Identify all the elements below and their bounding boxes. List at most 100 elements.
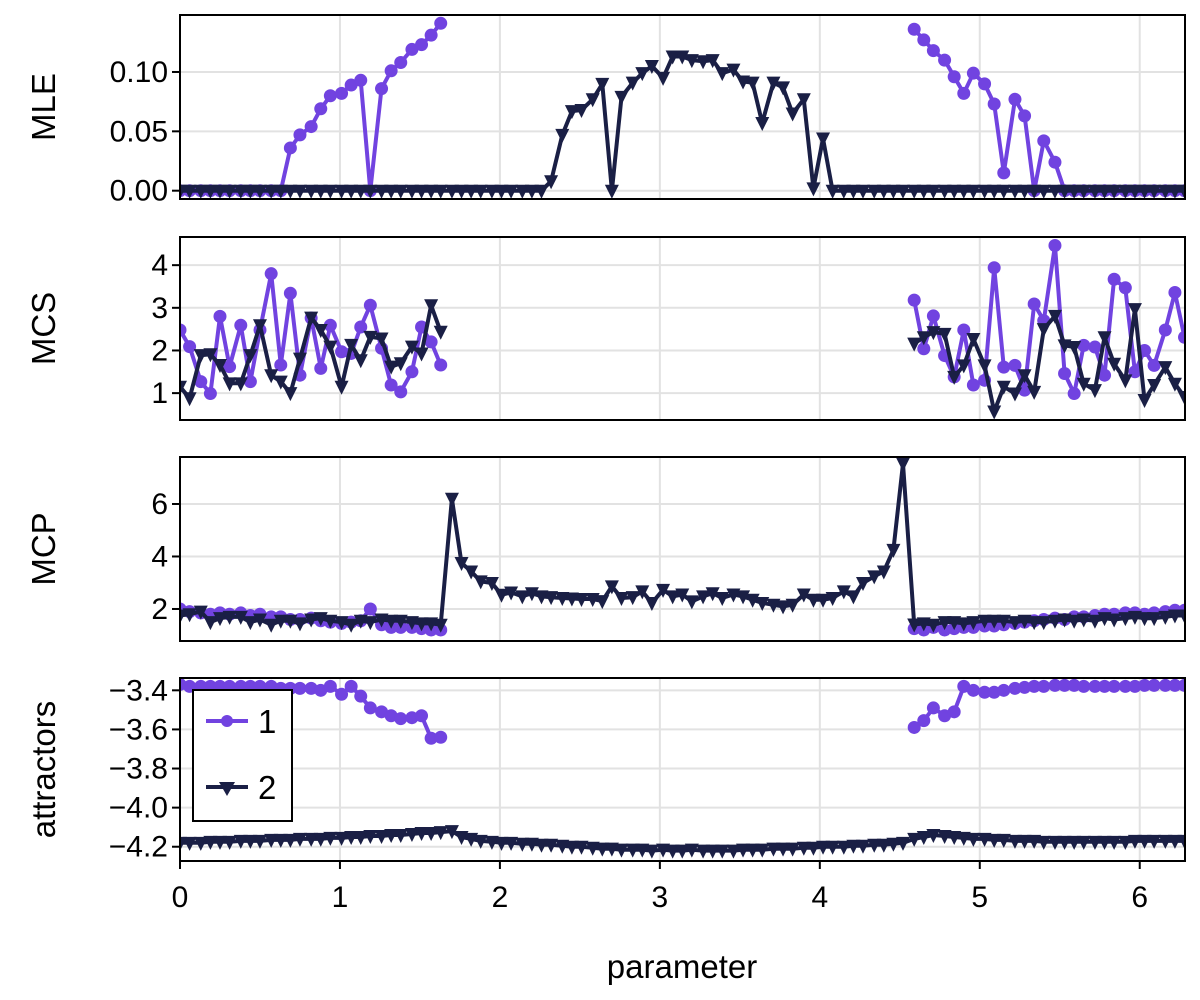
data-point-2 [1097, 835, 1112, 850]
data-point-2 [675, 588, 690, 603]
plot-area [180, 457, 1185, 637]
data-point-1 [987, 97, 1001, 111]
data-point-2 [363, 184, 378, 199]
data-point-2 [304, 613, 319, 628]
data-point-2 [926, 326, 941, 341]
data-point-2 [836, 585, 851, 600]
data-point-2 [252, 319, 267, 334]
data-point-2 [937, 184, 952, 199]
data-point-2 [856, 839, 871, 854]
data-point-2 [956, 617, 971, 632]
data-point-2 [534, 590, 549, 605]
data-point-2 [987, 405, 1002, 420]
data-point-2 [252, 184, 267, 199]
x-tick-label: 6 [1131, 881, 1148, 914]
data-point-1 [434, 16, 448, 30]
data-point-2 [684, 843, 699, 858]
data-point-2 [252, 613, 267, 628]
data-point-2 [515, 184, 530, 199]
data-point-2 [212, 184, 227, 199]
data-point-2 [323, 340, 338, 355]
data-point-2 [252, 834, 267, 849]
data-point-1 [180, 323, 187, 337]
data-point-1 [314, 361, 328, 375]
data-point-2 [353, 184, 368, 199]
data-point-2 [264, 833, 279, 848]
data-point-2 [1107, 184, 1122, 199]
y-tick-label: 0.00 [110, 175, 168, 208]
data-point-2 [433, 325, 448, 340]
data-point-2 [243, 834, 258, 849]
data-point-2 [404, 616, 419, 631]
data-point-2 [1027, 385, 1042, 400]
x-tick-label: 5 [971, 881, 988, 914]
data-point-2 [524, 184, 539, 199]
data-point-2 [534, 184, 549, 199]
data-point-2 [454, 557, 469, 572]
data-point-2 [212, 835, 227, 850]
data-point-2 [243, 349, 258, 364]
data-point-2 [374, 829, 389, 844]
data-point-1 [1088, 340, 1102, 354]
data-point-2 [886, 184, 901, 199]
data-point-2 [1167, 377, 1182, 392]
data-point-2 [604, 580, 619, 595]
data-point-1 [203, 387, 217, 401]
data-point-2 [363, 829, 378, 844]
data-point-2 [564, 840, 579, 855]
data-point-2 [292, 352, 307, 367]
data-point-2 [1047, 835, 1062, 850]
data-point-1 [1027, 297, 1041, 311]
data-point-2 [1127, 303, 1142, 318]
data-point-1 [384, 378, 398, 392]
data-point-2 [424, 617, 439, 632]
data-point-2 [193, 836, 208, 851]
data-point-2 [937, 829, 952, 844]
data-point-2 [1177, 184, 1185, 199]
data-point-1 [424, 335, 438, 349]
data-point-2 [635, 67, 650, 82]
data-point-2 [806, 593, 821, 608]
data-point-2 [867, 570, 882, 585]
data-point-2 [433, 618, 448, 633]
y-tick-label: 0.05 [110, 115, 168, 148]
data-point-2 [494, 836, 509, 851]
data-point-2 [825, 184, 840, 199]
data-point-1 [314, 102, 328, 116]
data-point-1 [344, 679, 358, 693]
data-point-2 [1087, 384, 1102, 399]
data-point-1 [344, 78, 358, 92]
y-tick-label: −3.8 [109, 753, 168, 786]
data-point-2 [1036, 323, 1051, 338]
data-point-1 [1058, 367, 1072, 381]
panel-MCP: 2 4 6 MCP [25, 456, 1186, 642]
data-point-1 [323, 318, 337, 332]
series-1 [180, 678, 1185, 745]
data-point-2 [947, 184, 962, 199]
panels: 0.00 0.05 0.10 MLE 1 2 3 4 MCS 2 4 6 MCP −3.4 −3.6 −3.8… [25, 14, 1186, 864]
data-point-2 [1167, 184, 1182, 199]
data-point-2 [867, 838, 882, 853]
data-point-2 [1097, 331, 1112, 346]
data-point-1 [1138, 678, 1152, 692]
data-point-2 [1067, 184, 1082, 199]
data-point-2 [544, 175, 559, 190]
data-point-2 [473, 575, 488, 590]
y-tick-label: 3 [151, 292, 168, 325]
data-point-2 [776, 600, 791, 615]
data-point-2 [323, 184, 338, 199]
data-point-1 [194, 375, 208, 389]
data-point-2 [1076, 835, 1091, 850]
data-point-1 [183, 340, 197, 354]
data-point-2 [464, 184, 479, 199]
data-point-1 [1048, 678, 1062, 692]
data-point-2 [384, 360, 399, 375]
data-point-2 [996, 614, 1011, 629]
data-point-2 [504, 586, 519, 601]
data-point-2 [1067, 341, 1082, 356]
panel-MCS: 1 2 3 4 MCS [25, 236, 1186, 421]
panel-frame [179, 456, 1186, 642]
panel-attractors: −3.4 −3.6 −3.8 −4.0 −4.2 attractors [25, 674, 1186, 864]
data-point-2 [283, 184, 298, 199]
data-point-2 [776, 842, 791, 857]
